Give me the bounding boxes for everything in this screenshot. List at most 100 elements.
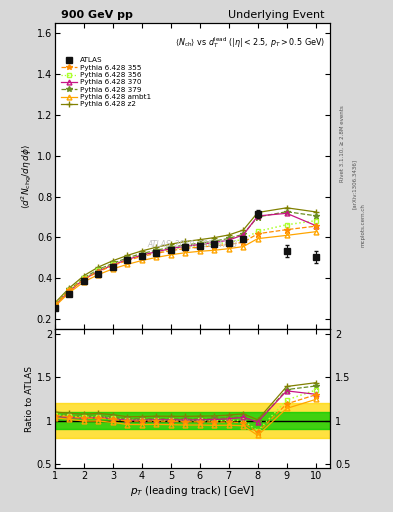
Pythia 6.428 ambt1 [110, 266, 115, 272]
Pythia 6.428 379 [96, 266, 101, 272]
Pythia 6.428 ambt1 [96, 271, 101, 278]
Pythia 6.428 370 [140, 252, 144, 258]
Pythia 6.428 370 [212, 240, 217, 246]
Pythia 6.428 356 [82, 275, 86, 281]
Pythia 6.428 356 [197, 242, 202, 248]
Pythia 6.428 ambt1 [125, 261, 130, 267]
Pythia 6.428 355 [226, 241, 231, 247]
Pythia 6.428 379 [183, 242, 188, 248]
Pythia 6.428 379 [255, 214, 260, 220]
Pythia 6.428 379 [197, 240, 202, 246]
Pythia 6.428 355 [183, 245, 188, 251]
Pythia 6.428 356 [212, 241, 217, 247]
Pythia 6.428 379 [53, 301, 57, 307]
Pythia 6.428 356 [53, 301, 57, 307]
Pythia 6.428 z2 [140, 248, 144, 254]
Line: Pythia 6.428 z2: Pythia 6.428 z2 [52, 205, 318, 306]
Line: Pythia 6.428 356: Pythia 6.428 356 [53, 219, 318, 307]
Pythia 6.428 370 [67, 288, 72, 294]
Pythia 6.428 ambt1 [169, 252, 173, 258]
Pythia 6.428 370 [154, 249, 159, 255]
Y-axis label: $\langle d^2 N_{\rm chg}/d\eta\,d\phi\rangle$: $\langle d^2 N_{\rm chg}/d\eta\,d\phi\ra… [20, 144, 34, 208]
Pythia 6.428 379 [67, 286, 72, 292]
Pythia 6.428 z2 [241, 227, 246, 233]
Pythia 6.428 370 [255, 213, 260, 219]
Line: Pythia 6.428 370: Pythia 6.428 370 [53, 211, 318, 308]
Pythia 6.428 370 [226, 237, 231, 243]
Pythia 6.428 z2 [197, 237, 202, 243]
Pythia 6.428 356 [67, 287, 72, 293]
Pythia 6.428 379 [284, 208, 289, 215]
Pythia 6.428 355 [255, 231, 260, 237]
Pythia 6.428 355 [241, 239, 246, 245]
Pythia 6.428 356 [140, 252, 144, 258]
Pythia 6.428 z2 [183, 239, 188, 245]
Pythia 6.428 355 [313, 223, 318, 229]
Line: Pythia 6.428 379: Pythia 6.428 379 [52, 208, 319, 308]
Pythia 6.428 z2 [284, 205, 289, 211]
Pythia 6.428 379 [241, 231, 246, 237]
Pythia 6.428 z2 [67, 285, 72, 291]
Pythia 6.428 z2 [313, 209, 318, 215]
Pythia 6.428 370 [110, 262, 115, 268]
Pythia 6.428 356 [255, 228, 260, 234]
Pythia 6.428 ambt1 [284, 232, 289, 239]
Text: $\langle N_{\rm ch}\rangle$ vs $d_T^{\rm lead}$ ($|\eta|<2.5,\,p_T>0.5$ GeV): $\langle N_{\rm ch}\rangle$ vs $d_T^{\rm… [174, 35, 325, 50]
Y-axis label: Ratio to ATLAS: Ratio to ATLAS [25, 366, 34, 432]
Pythia 6.428 370 [313, 223, 318, 229]
Pythia 6.428 355 [110, 263, 115, 269]
Pythia 6.428 ambt1 [212, 247, 217, 253]
Pythia 6.428 ambt1 [226, 246, 231, 252]
Pythia 6.428 356 [284, 222, 289, 228]
Pythia 6.428 356 [241, 236, 246, 242]
Pythia 6.428 ambt1 [82, 279, 86, 285]
Pythia 6.428 356 [183, 244, 188, 250]
Pythia 6.428 ambt1 [241, 244, 246, 250]
Pythia 6.428 ambt1 [67, 289, 72, 295]
Pythia 6.428 ambt1 [53, 303, 57, 309]
Pythia 6.428 356 [169, 246, 173, 252]
Pythia 6.428 379 [82, 274, 86, 281]
Pythia 6.428 370 [197, 242, 202, 248]
Pythia 6.428 355 [53, 302, 57, 308]
Pythia 6.428 370 [96, 268, 101, 274]
Pythia 6.428 370 [82, 276, 86, 282]
Text: 900 GeV pp: 900 GeV pp [61, 10, 132, 20]
Pythia 6.428 ambt1 [313, 229, 318, 235]
Pythia 6.428 z2 [169, 241, 173, 247]
Pythia 6.428 355 [212, 243, 217, 249]
Pythia 6.428 ambt1 [197, 248, 202, 254]
Text: [arXiv:1306.3436]: [arXiv:1306.3436] [352, 159, 357, 209]
Pythia 6.428 379 [226, 236, 231, 242]
Pythia 6.428 379 [140, 250, 144, 257]
Pythia 6.428 379 [154, 247, 159, 253]
Pythia 6.428 355 [154, 250, 159, 257]
Pythia 6.428 355 [284, 227, 289, 233]
Pythia 6.428 356 [154, 249, 159, 255]
Pythia 6.428 ambt1 [183, 250, 188, 256]
Pythia 6.428 355 [125, 258, 130, 264]
Pythia 6.428 370 [284, 210, 289, 217]
Pythia 6.428 356 [226, 239, 231, 245]
Text: Rivet 3.1.10, ≥ 2.8M events: Rivet 3.1.10, ≥ 2.8M events [340, 105, 345, 182]
Pythia 6.428 355 [96, 269, 101, 275]
Pythia 6.428 379 [110, 260, 115, 266]
X-axis label: $p_T$ (leading track) [GeV]: $p_T$ (leading track) [GeV] [130, 484, 255, 498]
Pythia 6.428 379 [313, 212, 318, 219]
Pythia 6.428 370 [53, 302, 57, 308]
Pythia 6.428 355 [82, 276, 86, 282]
Line: Pythia 6.428 ambt1: Pythia 6.428 ambt1 [53, 229, 318, 309]
Pythia 6.428 379 [125, 255, 130, 261]
Pythia 6.428 370 [241, 232, 246, 238]
Text: ATLAS_2010_S8894728: ATLAS_2010_S8894728 [147, 239, 238, 248]
Pythia 6.428 379 [212, 238, 217, 244]
Pythia 6.428 355 [169, 248, 173, 254]
Pythia 6.428 356 [110, 261, 115, 267]
Legend: ATLAS, Pythia 6.428 355, Pythia 6.428 356, Pythia 6.428 370, Pythia 6.428 379, P: ATLAS, Pythia 6.428 355, Pythia 6.428 35… [61, 57, 151, 108]
Pythia 6.428 z2 [212, 234, 217, 241]
Pythia 6.428 z2 [154, 244, 159, 250]
Pythia 6.428 z2 [82, 272, 86, 279]
Pythia 6.428 370 [183, 243, 188, 249]
Text: Underlying Event: Underlying Event [228, 10, 325, 20]
Pythia 6.428 ambt1 [140, 258, 144, 264]
